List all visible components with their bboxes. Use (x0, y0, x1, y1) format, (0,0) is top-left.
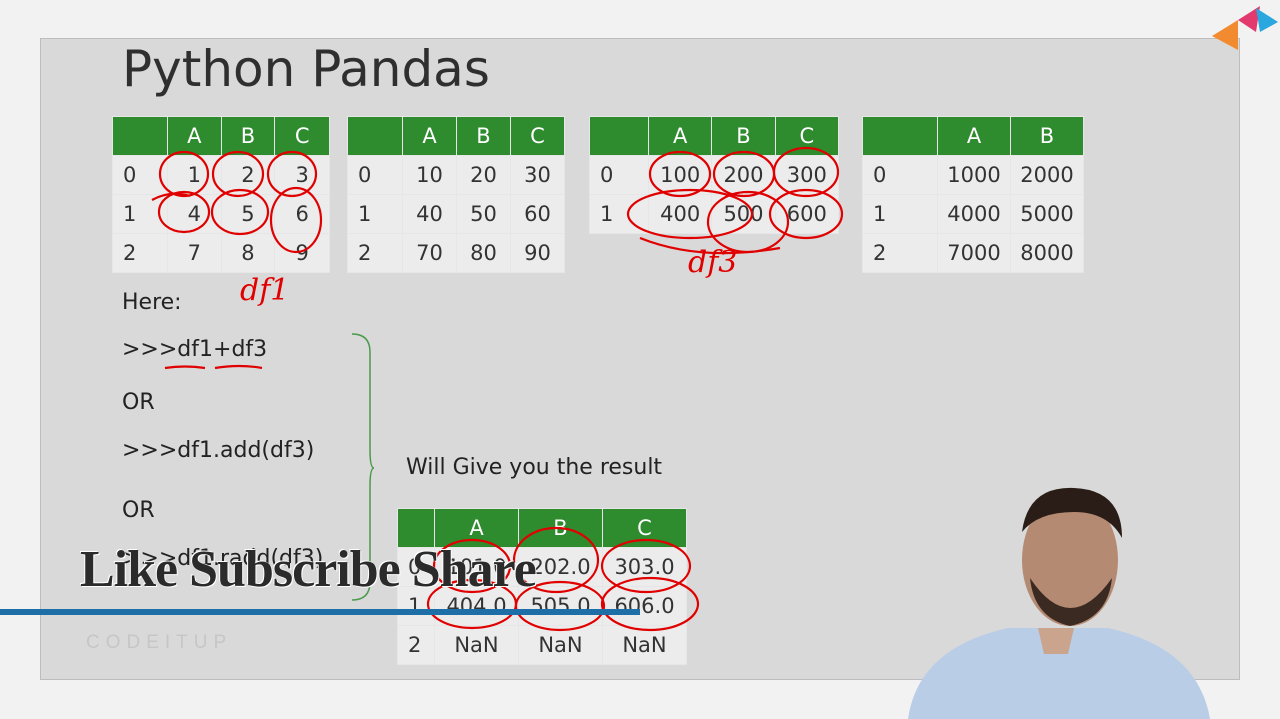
table-cell: 8 (220, 233, 276, 273)
brand-logo-icon (1212, 6, 1278, 50)
table-cell: 2 (220, 155, 276, 195)
table-cell: 300 (774, 155, 840, 195)
table-cell: 1000 (937, 155, 1011, 195)
row-index: 1 (862, 194, 938, 234)
table-row: 1 4 5 6 (112, 194, 330, 234)
column-header: C (774, 116, 840, 156)
table-cell: 40 (402, 194, 457, 234)
table-row: 2 7 8 9 (112, 233, 330, 273)
column-header: C (274, 116, 330, 156)
table-cell: 50 (456, 194, 511, 234)
column-header: B (220, 116, 276, 156)
column-header: B (711, 116, 776, 156)
row-index: 0 (112, 155, 168, 195)
table-cell: 5 (220, 194, 276, 234)
curly-brace (351, 333, 374, 601)
table-cell: 400 (647, 194, 713, 234)
table-row: 1 4000 5000 (862, 194, 1084, 234)
table-cell: NaN (434, 625, 519, 665)
table-row: 0 100 200 300 (589, 155, 840, 195)
column-header (112, 116, 168, 156)
or-label: OR (122, 498, 155, 523)
table-row: 1 400 500 600 (589, 194, 840, 234)
or-label: OR (122, 390, 155, 415)
column-header: A (937, 116, 1011, 156)
column-header: C (602, 508, 687, 548)
presenter-video (908, 487, 1210, 719)
table-cell: 20 (456, 155, 511, 195)
table-row: 2 NaN NaN NaN (397, 625, 687, 665)
row-index: 0 (589, 155, 649, 195)
table-cell: 500 (711, 194, 776, 234)
row-index: 2 (347, 233, 403, 273)
table-cell: 8000 (1010, 233, 1084, 273)
table-cell: 30 (510, 155, 565, 195)
df4-table: A B 0 1000 2000 1 4000 5000 2 7000 8000 (862, 116, 1084, 273)
code-df1-plus-df3: >>>df1+df3 (122, 337, 268, 362)
row-index: 1 (589, 194, 649, 234)
column-header: A (167, 116, 222, 156)
banner-underline (0, 609, 640, 615)
table-cell: NaN (602, 625, 687, 665)
table-cell: 3 (274, 155, 330, 195)
table-cell: 9 (274, 233, 330, 273)
like-subscribe-banner: Like Subscribe Share (80, 541, 537, 598)
table-cell: 5000 (1010, 194, 1084, 234)
df1-table: A B C 0 1 2 3 1 4 5 6 2 7 8 9 (112, 116, 330, 273)
column-header (397, 508, 435, 548)
row-index: 1 (347, 194, 403, 234)
row-index: 0 (347, 155, 403, 195)
table-cell: 606.0 (602, 586, 687, 626)
column-header (589, 116, 649, 156)
column-header: B (456, 116, 511, 156)
row-index: 2 (397, 625, 435, 665)
table-cell: 200 (711, 155, 776, 195)
table-row: 0 1 2 3 (112, 155, 330, 195)
row-index: 2 (112, 233, 168, 273)
table-cell: 1 (167, 155, 222, 195)
table-cell: 7000 (937, 233, 1011, 273)
table-row: 2 70 80 90 (347, 233, 565, 273)
table-cell: 4 (167, 194, 222, 234)
table-cell: 70 (402, 233, 457, 273)
table-cell: 80 (456, 233, 511, 273)
table-cell: 600 (774, 194, 840, 234)
slide-title: Python Pandas (122, 40, 490, 98)
table-cell: 90 (510, 233, 565, 273)
table-cell: 2000 (1010, 155, 1084, 195)
df2-table: A B C 0 10 20 30 1 40 50 60 2 70 80 90 (347, 116, 565, 273)
here-label: Here: (122, 290, 182, 315)
table-cell: 7 (167, 233, 222, 273)
channel-watermark: CODEITUP (86, 632, 233, 653)
column-header: C (510, 116, 565, 156)
table-cell: 6 (274, 194, 330, 234)
table-row: 1 40 50 60 (347, 194, 565, 234)
code-df1-radd-df3: >>>df1.radd(df3) (122, 546, 324, 571)
table-cell: 100 (647, 155, 713, 195)
table-row: 0 1000 2000 (862, 155, 1084, 195)
table-cell: 303.0 (602, 547, 687, 587)
code-df1-add-df3: >>>df1.add(df3) (122, 438, 315, 463)
table-cell: 4000 (937, 194, 1011, 234)
column-header: A (402, 116, 457, 156)
table-row: 0 10 20 30 (347, 155, 565, 195)
column-header: A (647, 116, 713, 156)
row-index: 1 (112, 194, 168, 234)
row-index: 0 (862, 155, 938, 195)
result-label: Will Give you the result (406, 455, 663, 480)
table-cell: 60 (510, 194, 565, 234)
table-cell: NaN (518, 625, 603, 665)
column-header (347, 116, 403, 156)
column-header (862, 116, 938, 156)
column-header: B (1010, 116, 1084, 156)
df3-table: A B C 0 100 200 300 1 400 500 600 (589, 116, 840, 234)
row-index: 2 (862, 233, 938, 273)
table-row: 2 7000 8000 (862, 233, 1084, 273)
table-cell: 10 (402, 155, 457, 195)
